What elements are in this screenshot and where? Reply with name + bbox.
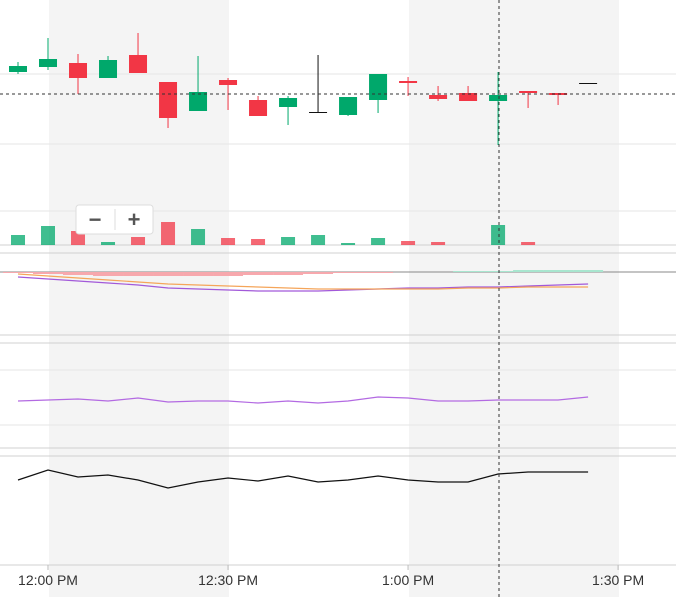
volume-bar (41, 226, 56, 245)
candle-body (369, 74, 388, 100)
volume-bar (431, 242, 446, 245)
x-tick-label: 1:00 PM (382, 572, 434, 588)
macd-histogram (33, 272, 64, 274)
macd-histogram (453, 271, 484, 272)
macd-histogram (183, 272, 214, 276)
candle-body (399, 81, 418, 83)
x-tick-label: 1:30 PM (592, 572, 644, 588)
macd-histogram (3, 272, 34, 273)
volume-bar (311, 235, 326, 245)
macd-histogram (543, 270, 574, 272)
volume-bar (251, 239, 266, 245)
macd-histogram (153, 272, 184, 276)
candle-body (519, 91, 538, 93)
rsi-line (17, 396, 589, 404)
volume-bar (371, 238, 386, 245)
candle-body (99, 60, 118, 78)
macd-histogram (303, 272, 334, 274)
macd-histogram (213, 272, 244, 276)
candle-body (129, 55, 148, 73)
candle-body (39, 59, 58, 67)
volume-bar (521, 242, 536, 245)
macd-histogram (333, 272, 364, 273)
session-band (409, 0, 619, 597)
lower-line (17, 469, 589, 489)
candle-body (249, 100, 268, 116)
candle-body (459, 93, 478, 101)
candle-body (309, 112, 328, 113)
zoom-in[interactable]: + (128, 207, 141, 232)
zoom-out[interactable]: − (89, 207, 102, 232)
macd-histogram (63, 272, 94, 275)
volume-bar (491, 225, 506, 245)
volume-bar (341, 243, 356, 245)
candle-body (219, 80, 238, 85)
macd-histogram (123, 272, 154, 276)
candle-body (69, 63, 88, 78)
candle-body (339, 97, 358, 115)
candle-body (279, 98, 298, 107)
zoom-controls: − + (75, 204, 154, 235)
x-tick-label: 12:00 PM (18, 572, 78, 588)
macd-line (17, 273, 589, 290)
x-tick-label: 12:30 PM (198, 572, 258, 588)
candle-body (429, 95, 448, 99)
volume-bar (101, 242, 116, 245)
candle-body (579, 83, 598, 84)
volume-bar (221, 238, 236, 245)
volume-bar (161, 222, 176, 245)
macd-histogram (483, 271, 514, 272)
macd-line (17, 276, 589, 292)
candle-body (159, 82, 178, 118)
macd-histogram (513, 270, 544, 272)
candle-body (489, 95, 508, 101)
volume-bar (191, 229, 206, 245)
volume-bar (11, 235, 26, 245)
macd-histogram (93, 272, 124, 276)
macd-histogram (363, 272, 394, 273)
candle-body (9, 66, 28, 72)
volume-bar (281, 237, 296, 245)
volume-bar (131, 237, 146, 245)
candle-body (189, 92, 208, 111)
volume-bar (401, 241, 416, 245)
macd-histogram (273, 272, 304, 275)
macd-histogram (243, 272, 274, 275)
session-band (49, 0, 229, 597)
macd-histogram (573, 270, 604, 272)
